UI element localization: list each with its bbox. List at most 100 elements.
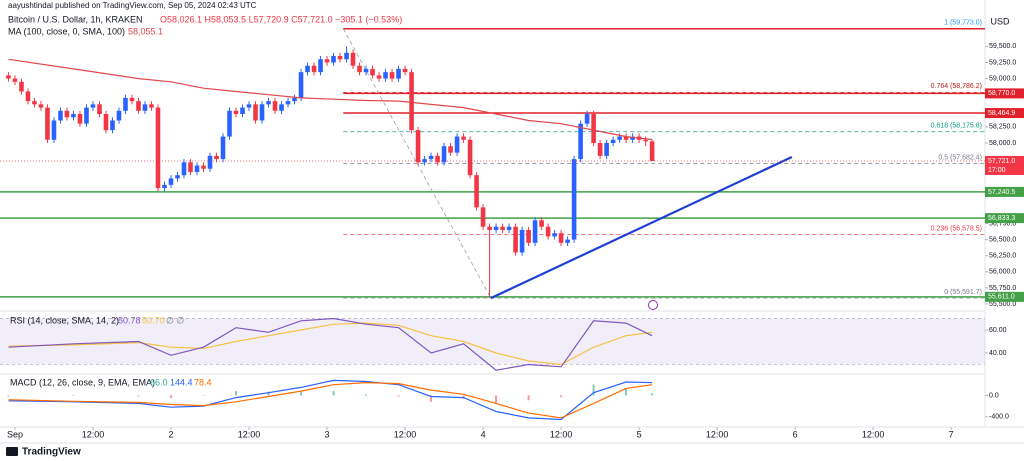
countdown: 17:00 (988, 167, 1006, 174)
brand-logo (6, 447, 18, 456)
candle-body (461, 136, 466, 140)
y-tick-label: 0.0 (989, 392, 999, 399)
candle-body (350, 52, 356, 66)
candle-body (201, 165, 206, 169)
x-tick-label: 2 (168, 429, 173, 439)
x-tick-label: 12:00 (550, 429, 573, 439)
candle-body (448, 146, 453, 153)
fib-label: 0.618 (58,175.8) (931, 123, 982, 130)
candle-body (571, 159, 577, 240)
candle-body (532, 220, 538, 243)
fib-label: 0.764 (58,786.2) (931, 83, 982, 90)
candle-body (630, 136, 635, 140)
candle-body (604, 142, 609, 156)
fib-label: 0.236 (56,578.5) (931, 225, 982, 232)
last-price-tag (985, 155, 1024, 175)
y-tick-label: 56,750.0 (989, 220, 1016, 227)
y-tick-label: 60.00 (989, 327, 1007, 334)
y-tick-label: 56,000.0 (989, 269, 1016, 276)
candle-body (363, 68, 369, 73)
candle-body (337, 56, 343, 60)
candle-body (97, 104, 102, 115)
candle-body (409, 72, 414, 131)
y-tick-label: 55,500.0 (989, 301, 1016, 308)
candle-body (103, 114, 109, 131)
candle-body (428, 155, 434, 160)
candle-body (246, 104, 252, 108)
y-tick-label: 58,250.0 (989, 124, 1016, 131)
histogram-bar (202, 395, 205, 396)
level-label: 56,833.3 (988, 215, 1015, 222)
candle-body (181, 162, 187, 176)
rsi-title: RSI (14, close, SMA, 14, 2) (10, 315, 119, 325)
candle-body (402, 68, 408, 73)
ohlc: O58,026.1 H58,053.5 L57,720.9 C57,721.0 … (160, 14, 402, 24)
histogram-bar (332, 391, 335, 396)
fib-diagonal (342, 28, 492, 299)
histogram-bar (625, 388, 628, 396)
candle-body (45, 107, 50, 140)
candle-body (584, 114, 590, 124)
candle-body (233, 110, 239, 115)
histogram-bar (169, 395, 172, 399)
candle-body (376, 75, 382, 79)
y-tick-label: 40.00 (989, 350, 1007, 357)
histogram-bar (430, 395, 433, 402)
y-tick-label: 59,250.0 (989, 59, 1016, 66)
candle-body (175, 175, 180, 179)
candle-body (370, 68, 375, 76)
ma-value: 58,055.1 (128, 26, 163, 36)
candle-body (357, 65, 362, 73)
candle-body (285, 101, 291, 105)
candle-body (526, 229, 531, 243)
level-tag (985, 213, 1024, 224)
candle-body (162, 184, 167, 189)
symbol: Bitcoin / U.S. Dollar, 1h, KRAKEN (8, 14, 143, 24)
level-tag (985, 291, 1024, 302)
candle-body (344, 52, 349, 60)
rsi-band (0, 318, 985, 365)
brand: TradingView (22, 447, 81, 458)
candle-body (454, 136, 460, 153)
level-label: 58,770.0 (988, 90, 1015, 97)
candle-body (435, 155, 440, 163)
x-tick-label: Sep (7, 429, 23, 439)
currency: USD (990, 16, 1010, 26)
candle-body (129, 97, 135, 102)
x-tick-label: 12:00 (82, 429, 105, 439)
candle-body (253, 104, 258, 121)
candle-body (123, 97, 128, 111)
candle-body (298, 72, 304, 98)
candle-body (383, 72, 388, 79)
candle-body (597, 142, 603, 156)
candle-body (240, 107, 245, 115)
histogram-bar (592, 384, 595, 396)
histogram-bar (651, 393, 654, 396)
candle-body (565, 239, 570, 243)
candle-body (71, 114, 76, 118)
histogram-bar (397, 395, 400, 397)
candle-body (220, 136, 226, 160)
marks: Sep 12:00 2 12:00 3 12:00 4 12:00 5 12:00 6 12:00 7 5… (0, 20, 1024, 439)
fib-label: 1 (59,773.0) (944, 20, 982, 27)
candle-body (168, 178, 174, 185)
candle-body (617, 136, 622, 140)
fib-label: 0.5 (57,682.4) (938, 154, 982, 161)
x-tick-label: 12:00 (238, 429, 261, 439)
candle-body (259, 104, 265, 121)
rsi-line (8, 322, 653, 366)
level-tag (985, 108, 1024, 119)
y-tick-label: 59,000.0 (989, 75, 1016, 82)
candle-body (643, 139, 648, 142)
macd-value: 144.4 (170, 377, 193, 387)
level-label: 57,240.5 (988, 189, 1015, 196)
histogram-bar (267, 391, 270, 396)
x-tick-label: 12:00 (862, 429, 885, 439)
rsi-extra: ∅ ∅ (166, 315, 184, 325)
candle-body (214, 155, 219, 160)
candle-body (331, 56, 336, 63)
y-tick-label: 55,750.0 (989, 285, 1016, 292)
candle-body (311, 65, 317, 73)
candle-body (12, 78, 18, 82)
